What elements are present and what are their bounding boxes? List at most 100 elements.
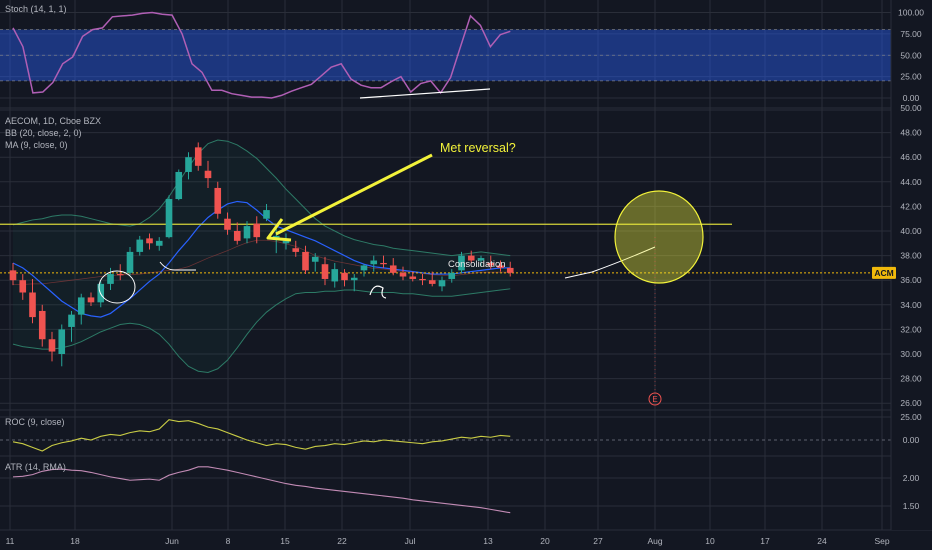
candle[interactable] (321, 256, 329, 286)
candle[interactable] (116, 264, 124, 281)
hand-drawn-circle-drawing[interactable] (98, 270, 136, 304)
candle[interactable] (409, 271, 417, 282)
bb-band-fill (13, 139, 511, 373)
candle-body (68, 314, 75, 327)
candle[interactable] (253, 216, 261, 244)
projection-line-drawing[interactable] (564, 246, 656, 279)
candle[interactable] (29, 278, 36, 324)
axis-tick-label: 26.00 (900, 398, 922, 408)
stoch-pane[interactable]: Stoch (14, 1, 1) (0, 4, 891, 99)
axis-tick-label: 42.00 (900, 201, 922, 211)
axis-tick-label: 30.00 (900, 349, 922, 359)
candle-body (77, 297, 85, 315)
candle-body (146, 238, 153, 244)
candle[interactable] (272, 227, 280, 254)
annotation-text-met-reversal[interactable]: Met reversal? (440, 141, 516, 155)
candle-body (263, 210, 270, 219)
bb-basis-line[interactable] (13, 239, 511, 285)
bb-lower-line[interactable] (12, 288, 511, 373)
candle[interactable] (9, 262, 17, 286)
candle[interactable] (282, 233, 290, 250)
candle[interactable] (448, 269, 456, 283)
candle[interactable] (38, 304, 46, 347)
target-ellipse-drawing[interactable] (614, 190, 704, 284)
candle-body (58, 329, 66, 354)
candle-body (126, 251, 134, 273)
stoch-divergence-drawing[interactable] (359, 88, 491, 99)
candle[interactable] (175, 169, 183, 201)
candle[interactable] (399, 266, 407, 281)
current-price-tag[interactable]: ACM (872, 266, 896, 279)
candle[interactable] (380, 255, 387, 268)
bb-upper-line[interactable] (12, 139, 511, 257)
candle[interactable] (341, 269, 348, 287)
candle[interactable] (302, 245, 309, 275)
candle[interactable] (214, 181, 222, 219)
annotation-text-consolidation[interactable]: Consolidation (448, 259, 506, 270)
candle[interactable] (311, 253, 319, 272)
candle-body (204, 170, 212, 179)
candle[interactable] (370, 255, 378, 272)
candle[interactable] (331, 262, 339, 288)
candle[interactable] (360, 264, 368, 277)
time-tick-label: 11 (6, 536, 15, 546)
earnings-circle-icon (648, 392, 662, 406)
candle[interactable] (155, 237, 163, 251)
roc-title: ROC (9, close) (5, 417, 65, 427)
candle[interactable] (146, 233, 153, 250)
earnings-label: E (652, 395, 657, 404)
roc-pane[interactable]: ROC (9, close) (0, 417, 891, 452)
candle[interactable] (48, 331, 56, 362)
candle[interactable] (126, 246, 134, 276)
candle[interactable] (136, 235, 144, 256)
hand-drawn-curve-drawing[interactable] (159, 261, 196, 271)
candle[interactable] (204, 160, 212, 188)
atr-pane[interactable]: ATR (14, RMA) (5, 462, 511, 514)
candle[interactable] (263, 203, 270, 222)
candle[interactable] (477, 255, 485, 267)
ma-line[interactable] (12, 200, 511, 318)
candle[interactable] (19, 274, 27, 300)
candle[interactable] (292, 240, 300, 257)
candle[interactable] (224, 212, 231, 235)
candle[interactable] (233, 222, 241, 245)
stoch-series-line[interactable] (12, 11, 511, 99)
candle[interactable] (185, 152, 192, 180)
axis-tick-label: 34.00 (900, 300, 922, 310)
candle[interactable] (458, 251, 465, 273)
time-tick-label: Jul (405, 536, 416, 546)
atr-series-line[interactable] (12, 466, 511, 514)
candle[interactable] (428, 271, 436, 287)
candle[interactable] (68, 310, 75, 342)
reversal-arrow-shaft[interactable] (275, 153, 433, 236)
time-tick-label: 18 (70, 536, 80, 546)
candle[interactable] (438, 276, 446, 292)
candle-body (116, 274, 124, 276)
candle[interactable] (58, 324, 66, 367)
candle[interactable] (419, 274, 426, 286)
price-axis[interactable]: 0.00 25.00 50.00 75.00 100.00 26.00 28.00 30.00… (872, 0, 932, 530)
bb-indicator-label: BB (20, close, 2, 0) (5, 128, 82, 138)
candle[interactable] (487, 255, 495, 270)
candle[interactable] (350, 274, 358, 292)
candle[interactable] (87, 292, 95, 307)
hand-drawn-squiggle-drawing[interactable] (369, 285, 387, 299)
earnings-marker[interactable]: E (648, 392, 662, 406)
candle[interactable] (506, 261, 514, 277)
candle[interactable] (243, 221, 251, 244)
candle[interactable] (389, 258, 397, 276)
price-pane[interactable]: AECOM, 1D, Cboe BZX BB (20, close, 2, 0)… (0, 116, 891, 406)
axis-tick-label: 32.00 (900, 324, 922, 334)
candle[interactable] (497, 260, 504, 272)
candle-body (282, 240, 290, 244)
candle-body (477, 258, 485, 261)
candle[interactable] (165, 195, 173, 239)
roc-series-line[interactable] (12, 419, 511, 452)
time-axis[interactable]: 11 18 Jun 8 15 22 Jul 13 20 27 Aug 10 17 24 Sep (6, 536, 890, 546)
time-tick-label: 13 (483, 536, 493, 546)
candle[interactable] (77, 293, 85, 325)
candle[interactable] (194, 142, 202, 171)
candle[interactable] (467, 250, 475, 263)
